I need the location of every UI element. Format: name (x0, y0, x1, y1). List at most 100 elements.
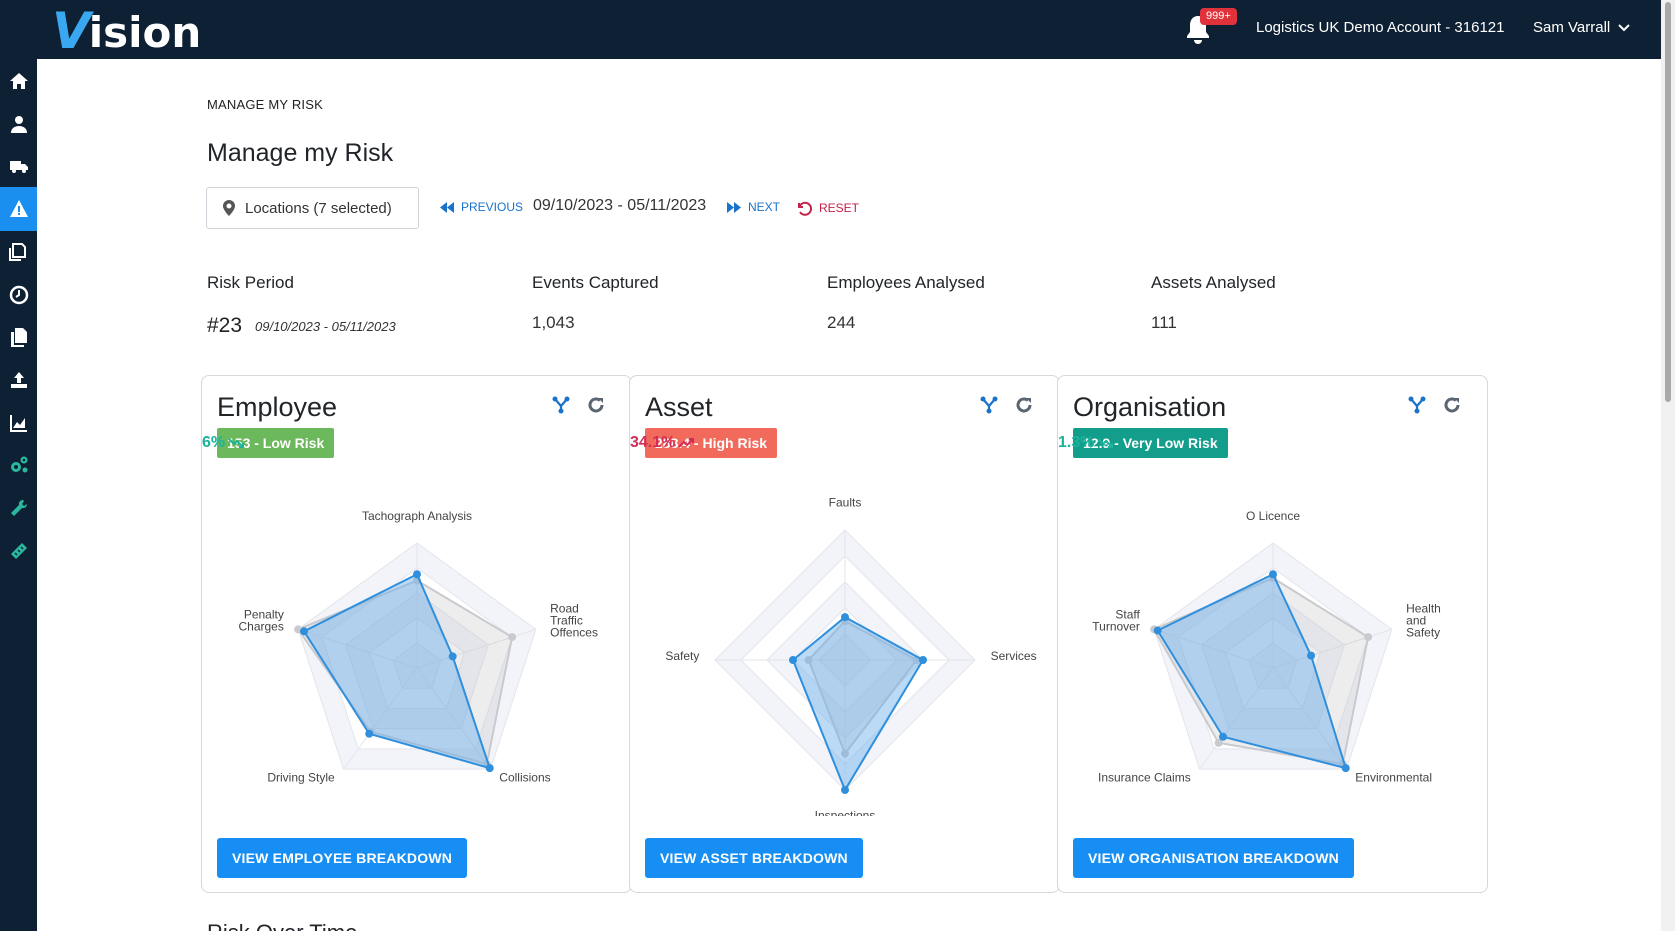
sidebar-item-home[interactable] (0, 59, 37, 103)
current-period-area (1156, 572, 1348, 770)
sidebar-item-upload[interactable] (0, 358, 37, 402)
user-menu[interactable]: Sam Varrall (1533, 19, 1630, 36)
gears-icon (10, 456, 27, 473)
employees-analysed-label: Employees Analysed (827, 273, 985, 292)
radar-axis-label: Road Traffic Offences (550, 602, 598, 640)
reset-label: RESET (819, 201, 860, 215)
scrollbar-thumb[interactable] (1665, 2, 1671, 402)
scrollbar-track[interactable] (1661, 0, 1675, 931)
hierarchy-icon[interactable] (980, 396, 998, 414)
current-period-point[interactable] (1307, 651, 1316, 660)
radar-axis-label: O Licence (1246, 509, 1300, 523)
radar-axis-label: Staff Turnover (1092, 608, 1140, 634)
sidebar-item-chart[interactable] (0, 401, 37, 445)
current-period-point[interactable] (1269, 570, 1277, 579)
sidebar-item-files[interactable] (0, 315, 37, 359)
current-period-point[interactable] (413, 570, 421, 579)
previous-period-area (1152, 576, 1370, 766)
sidebar-item-truck[interactable] (0, 144, 37, 188)
locations-select[interactable]: Locations (7 selected) (206, 187, 419, 229)
radar-axis-label: Faults (829, 495, 862, 509)
risk-over-time-heading: Risk Over Time (207, 920, 357, 931)
radar-chart: O Licence Health and Safety Environmental Ins… (1092, 509, 1441, 784)
radar-axis-line (343, 667, 418, 770)
radar-chart: Tachograph Analysis Road Traffic Offences Co… (238, 509, 598, 784)
radar-axis-label: Inspections (815, 809, 876, 816)
radar-axis-label: Health and Safety (1406, 602, 1441, 640)
current-period-point[interactable] (841, 786, 849, 794)
radar-axis-label: Services (991, 649, 1037, 663)
current-period-point[interactable] (1153, 626, 1162, 635)
previous-period-point[interactable] (1364, 633, 1373, 642)
radar-chart: Faults Services Inspections Safety (665, 495, 1037, 816)
user-name: Sam Varrall (1533, 19, 1611, 36)
reset-icon (798, 201, 812, 216)
risk-score-badge: 288.4 - High Risk (645, 428, 778, 458)
current-period-point[interactable] (485, 764, 494, 773)
documents-icon (8, 242, 26, 261)
risk-score-badge: 153 - Low Risk (217, 428, 335, 458)
current-period-point[interactable] (365, 729, 374, 738)
refresh-icon[interactable] (1443, 396, 1461, 414)
view-employee-breakdown-button[interactable]: VIEW EMPLOYEE BREAKDOWN (217, 838, 468, 878)
breadcrumb[interactable]: MANAGE MY RISK (207, 97, 323, 112)
assets-analysed-label: Assets Analysed (1151, 273, 1276, 292)
sidebar-item-ruler[interactable] (0, 529, 37, 573)
organisation-risk-card: Organisation 12.9 - Very Low Risk 1.3% VIEW… (1057, 375, 1488, 893)
asset-risk-card: Asset 288.4 - High Risk 34.1% VIEW ASSET BR… (629, 375, 1060, 893)
radar-axis-label: Penalty Charges (238, 608, 283, 634)
current-period-point[interactable] (448, 652, 457, 661)
ruler-icon (10, 542, 27, 559)
risk-change: 6% (202, 434, 245, 452)
reset-button[interactable]: RESET (796, 200, 859, 216)
previous-period-point[interactable] (804, 656, 813, 664)
next-button[interactable]: NEXT (727, 200, 780, 214)
sidebar-item-documents[interactable] (0, 230, 37, 274)
refresh-icon[interactable] (587, 396, 605, 414)
current-period-point[interactable] (1219, 732, 1228, 741)
employees-analysed-value: 244 (827, 313, 856, 332)
previous-button[interactable]: PREVIOUS (440, 200, 523, 214)
sidebar-item-user[interactable] (0, 102, 37, 146)
sidebar-item-clock[interactable] (0, 273, 37, 317)
card-actions (1408, 396, 1461, 414)
vision-logo[interactable]: V ision (52, 2, 201, 56)
files-icon (10, 328, 27, 348)
events-captured-label: Events Captured (532, 273, 659, 292)
previous-period-area (296, 579, 514, 766)
truck-icon (9, 161, 28, 174)
current-period-point[interactable] (1341, 764, 1350, 773)
logo-text: ision (88, 8, 202, 57)
risk-change-value: 1.3% (1058, 434, 1095, 451)
home-icon (9, 73, 28, 89)
view-asset-breakdown-button[interactable]: VIEW ASSET BREAKDOWN (645, 838, 863, 878)
current-period-area (302, 572, 492, 770)
card-title: Employee (217, 392, 338, 422)
current-period-point[interactable] (919, 656, 927, 664)
current-period-point[interactable] (300, 627, 309, 636)
current-period-point[interactable] (841, 613, 849, 622)
hierarchy-icon[interactable] (552, 396, 570, 414)
radar-axis-label: Driving Style (267, 770, 335, 784)
refresh-icon[interactable] (1015, 396, 1033, 414)
risk-period-number: #23 (207, 314, 243, 337)
sidebar-item-wrench[interactable] (0, 486, 37, 530)
fast-forward-icon (727, 201, 741, 213)
previous-period-point[interactable] (508, 633, 517, 642)
risk-score-badge: 12.9 - Very Low Risk (1073, 428, 1228, 458)
next-label: NEXT (748, 200, 781, 214)
previous-period-point[interactable] (1214, 738, 1223, 747)
view-organisation-breakdown-button[interactable]: VIEW ORGANISATION BREAKDOWN (1073, 838, 1354, 878)
risk-change-value: 6% (202, 434, 226, 451)
page-title: Manage my Risk (207, 139, 394, 167)
logo-letter: V (52, 2, 91, 60)
risk-period-label: Risk Period (207, 273, 294, 292)
current-period-point[interactable] (789, 656, 797, 664)
radar-axis-label: Safety (665, 649, 699, 663)
hierarchy-icon[interactable] (1408, 396, 1426, 414)
risk-change: 34.1% (630, 434, 695, 452)
sidebar-item-warning[interactable] (0, 187, 37, 232)
previous-period-point[interactable] (841, 749, 849, 758)
sidebar-item-gears[interactable] (0, 443, 37, 487)
account-name[interactable]: Logistics UK Demo Account - 316121 (1256, 19, 1505, 36)
